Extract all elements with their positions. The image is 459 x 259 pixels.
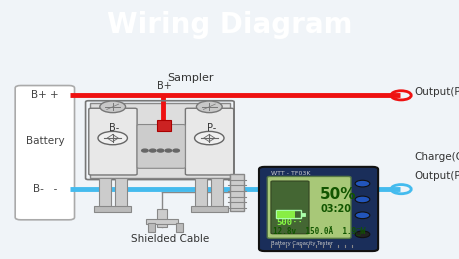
Text: 03:20: 03:20: [319, 204, 350, 214]
FancyBboxPatch shape: [90, 103, 230, 178]
Text: 12.8v  150.0Ä  1.9ᴋW: 12.8v 150.0Ä 1.9ᴋW: [272, 227, 364, 236]
Text: P-: P-: [207, 123, 216, 133]
FancyBboxPatch shape: [148, 223, 155, 232]
Circle shape: [196, 101, 222, 113]
Circle shape: [100, 101, 125, 113]
Text: B-   -: B- -: [33, 184, 57, 194]
Circle shape: [194, 131, 224, 145]
Circle shape: [157, 149, 163, 152]
FancyBboxPatch shape: [258, 167, 377, 251]
Text: Charge(C-): Charge(C-): [413, 152, 459, 162]
Circle shape: [173, 149, 179, 152]
FancyBboxPatch shape: [157, 120, 171, 131]
FancyBboxPatch shape: [211, 178, 223, 207]
FancyBboxPatch shape: [195, 178, 207, 207]
Circle shape: [354, 231, 369, 238]
Text: B+: B+: [157, 81, 172, 91]
Text: Battery Capacity Tester: Battery Capacity Tester: [270, 241, 332, 247]
FancyBboxPatch shape: [175, 223, 183, 232]
FancyBboxPatch shape: [190, 206, 227, 212]
FancyBboxPatch shape: [270, 181, 308, 234]
FancyBboxPatch shape: [230, 174, 243, 211]
FancyBboxPatch shape: [157, 209, 166, 227]
Text: Shielded Cable: Shielded Cable: [131, 234, 209, 244]
FancyBboxPatch shape: [99, 178, 111, 207]
Circle shape: [98, 131, 127, 145]
Circle shape: [354, 196, 369, 203]
Text: 500··: 500··: [276, 218, 303, 227]
FancyBboxPatch shape: [276, 211, 294, 218]
Text: WTT - TF03K: WTT - TF03K: [270, 171, 310, 176]
Circle shape: [165, 149, 171, 152]
Text: 50%: 50%: [319, 187, 356, 202]
FancyBboxPatch shape: [267, 176, 350, 238]
FancyBboxPatch shape: [146, 219, 177, 224]
FancyBboxPatch shape: [137, 125, 185, 168]
Text: Output(P-): Output(P-): [413, 171, 459, 181]
Text: Output(P+): Output(P+): [413, 87, 459, 97]
FancyBboxPatch shape: [94, 206, 131, 212]
Circle shape: [149, 149, 156, 152]
Circle shape: [354, 180, 369, 187]
Text: B+ +: B+ +: [31, 90, 59, 100]
FancyBboxPatch shape: [185, 108, 233, 175]
Text: Wiring Diagram: Wiring Diagram: [107, 11, 352, 39]
Text: Battery: Battery: [26, 136, 64, 146]
FancyBboxPatch shape: [89, 108, 137, 175]
FancyBboxPatch shape: [15, 85, 74, 220]
FancyBboxPatch shape: [300, 213, 304, 216]
Circle shape: [141, 149, 148, 152]
Circle shape: [354, 212, 369, 219]
Text: Sampler: Sampler: [167, 73, 214, 83]
FancyBboxPatch shape: [114, 178, 126, 207]
Text: B-: B-: [109, 123, 119, 133]
